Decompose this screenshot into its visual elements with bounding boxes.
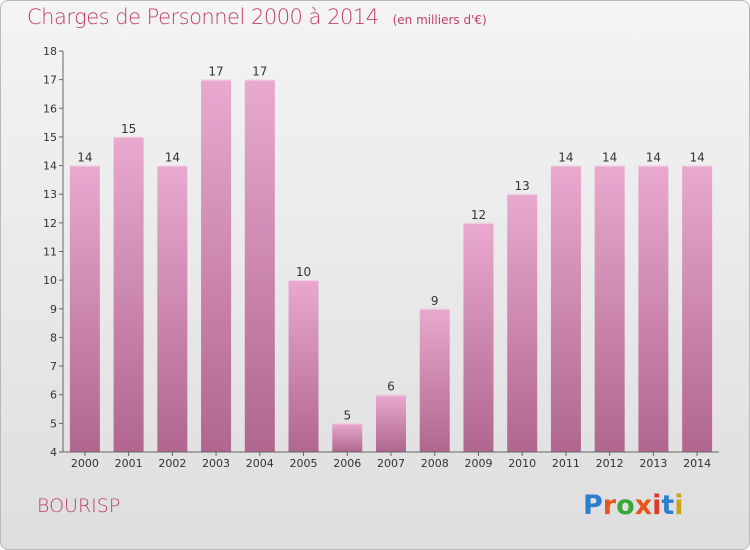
data-label-2013: 14 [646, 151, 661, 165]
data-label-2004: 17 [252, 65, 267, 79]
data-label-2009: 12 [471, 208, 486, 222]
logo-letter: i [674, 490, 684, 521]
y-tick-label: 14 [43, 160, 57, 173]
y-tick-label: 16 [43, 102, 57, 115]
proxiti-logo: Proxiti [583, 490, 684, 521]
data-label-2006: 5 [343, 408, 351, 422]
bar-2006 [332, 423, 363, 452]
bar-2001 [113, 136, 144, 452]
bar-2004 [244, 79, 275, 453]
y-tick-label: 7 [50, 360, 57, 373]
x-axis: 2000 2001 2002 2003 2004 2005 2006 2007 2008 2009… [63, 451, 719, 470]
y-tick-label: 17 [43, 74, 57, 87]
x-tick-label: 2014 [683, 457, 711, 470]
data-label-2002: 14 [165, 151, 180, 165]
chart-unit: (en milliers d'€) [392, 13, 487, 27]
y-tick-label: 13 [43, 188, 57, 201]
x-tick-label: 2000 [71, 457, 99, 470]
y-axis: 4 5 6 7 8 9 10 11 12 13 14 15 16 17 18 [43, 45, 64, 459]
chart-title: Charges de Personnel 2000 à 2014 [27, 5, 379, 29]
data-label-2005: 10 [296, 265, 311, 279]
bar-2011 [550, 165, 581, 453]
bar-2009 [463, 222, 494, 452]
x-tick-label: 2002 [158, 457, 186, 470]
x-tick-label: 2013 [639, 457, 667, 470]
bar-2012 [594, 165, 625, 453]
x-tick-label: 2003 [202, 457, 230, 470]
logo-letter: P [583, 490, 603, 521]
data-label-2014: 14 [689, 151, 704, 165]
bar-2002 [157, 165, 188, 453]
y-tick-label: 4 [50, 446, 57, 459]
x-tick-label: 2011 [552, 457, 580, 470]
logo-letter: i [652, 490, 662, 521]
y-tick-label: 12 [43, 217, 57, 230]
bars-group: 14 15 14 17 17 10 5 6 9 12 13 14 14 14 14 [69, 65, 713, 453]
data-label-2008: 9 [431, 294, 439, 308]
bar-2014 [682, 165, 713, 453]
bar-2010 [507, 194, 538, 452]
x-tick-label: 2005 [290, 457, 318, 470]
bar-2007 [376, 394, 406, 452]
logo-letter: o [616, 490, 635, 521]
logo-letter: r [602, 490, 617, 521]
bar-2008 [419, 308, 450, 452]
y-tick-label: 9 [50, 303, 57, 316]
data-label-2000: 14 [77, 151, 92, 165]
y-tick-label: 15 [43, 131, 57, 144]
x-tick-label: 2009 [464, 457, 492, 470]
bar-2005 [288, 280, 319, 452]
data-label-2007: 6 [387, 380, 395, 394]
x-tick-label: 2001 [115, 457, 143, 470]
y-tick-label: 8 [50, 331, 57, 344]
bar-2013 [638, 165, 669, 453]
data-label-2001: 15 [121, 122, 136, 136]
commune-name: BOURISP [37, 495, 121, 517]
logo-letter: t [661, 490, 675, 521]
data-label-2010: 13 [515, 179, 530, 193]
y-tick-label: 18 [43, 45, 57, 58]
x-tick-label: 2010 [508, 457, 536, 470]
bar-2003 [201, 79, 232, 453]
y-tick-label: 11 [43, 246, 57, 259]
x-tick-label: 2007 [377, 457, 405, 470]
y-tick-label: 10 [43, 274, 57, 287]
y-tick-label: 5 [50, 417, 57, 430]
y-tick-label: 6 [50, 389, 57, 402]
data-label-2003: 17 [208, 65, 223, 79]
bar-2000 [69, 165, 100, 453]
data-label-2012: 14 [602, 151, 617, 165]
x-tick-label: 2012 [596, 457, 624, 470]
x-tick-label: 2008 [421, 457, 449, 470]
data-label-2011: 14 [558, 151, 573, 165]
x-tick-label: 2006 [333, 457, 361, 470]
chart-title-block: Charges de Personnel 2000 à 2014 (en mill… [27, 5, 487, 29]
x-tick-label: 2004 [246, 457, 274, 470]
logo-letter: x [634, 490, 653, 521]
